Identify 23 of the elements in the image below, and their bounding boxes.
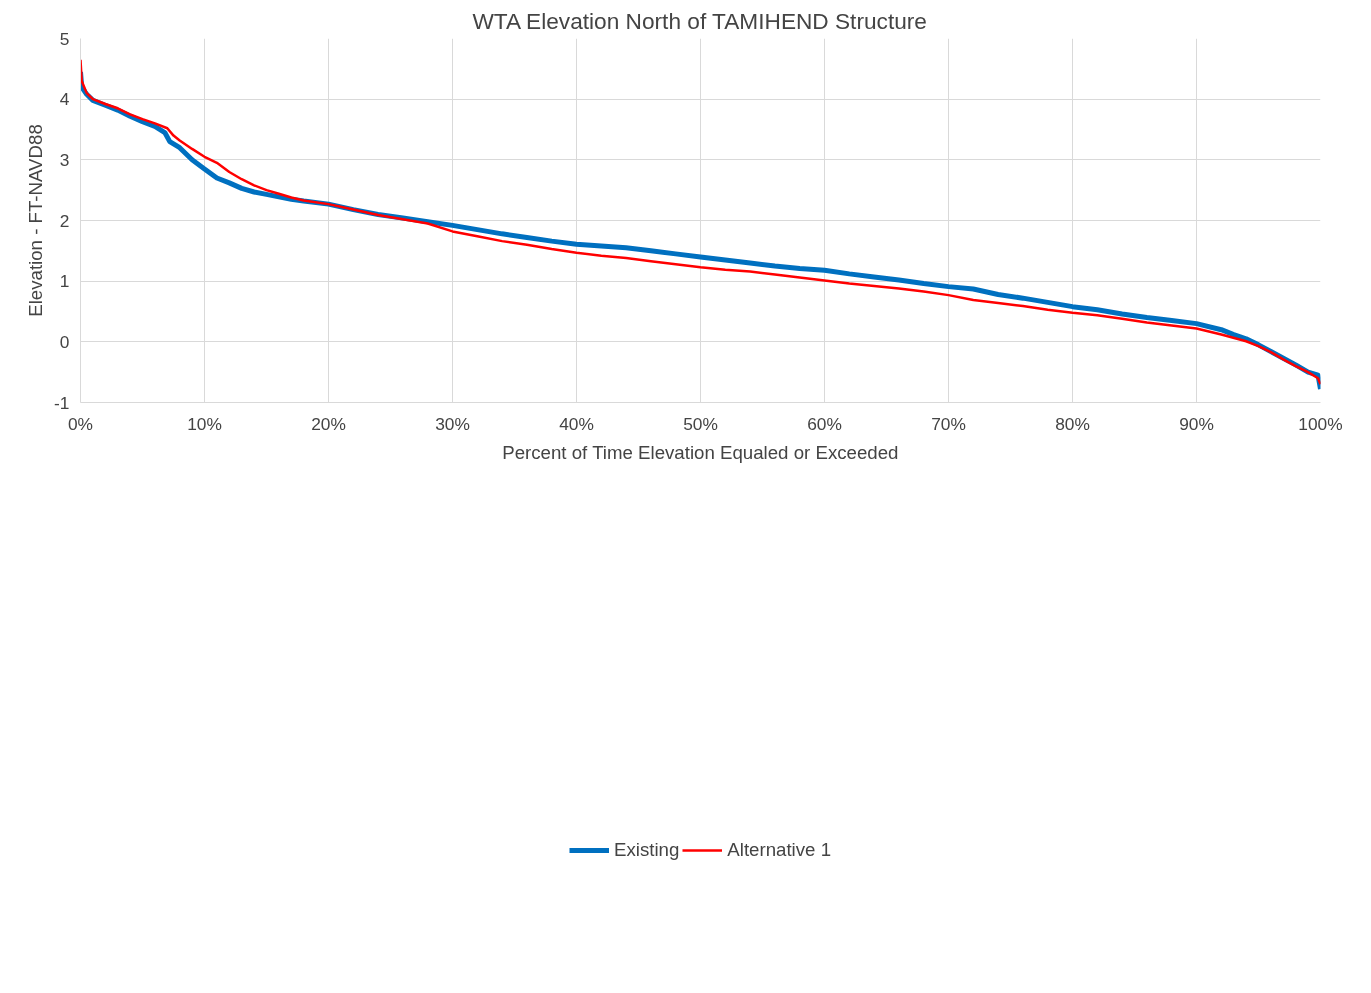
y-tick-label: 1 [59, 271, 70, 292]
legend-label: Alternative 1 [727, 838, 832, 861]
x-tick-label: 100% [1298, 413, 1343, 434]
y-tick-label: 2 [59, 210, 70, 231]
y-tick-label: 5 [59, 28, 70, 49]
chart-title: WTA Elevation North of TAMIHEND Structure [472, 7, 927, 34]
x-tick-label: 40% [559, 413, 594, 434]
y-tick-label: -1 [54, 392, 70, 413]
x-tick-label: 80% [1055, 413, 1090, 434]
y-axis-title: Elevation - FT-NAVD88 [25, 124, 47, 317]
x-tick-label: 20% [311, 413, 346, 434]
x-tick-label: 0% [67, 413, 94, 434]
x-tick-label: 30% [435, 413, 470, 434]
x-tick-label: 50% [683, 413, 718, 434]
y-tick-label: 3 [59, 149, 70, 170]
x-tick-label: 60% [807, 413, 842, 434]
y-tick-label: 4 [59, 89, 70, 110]
legend-label: Existing [613, 838, 680, 861]
x-axis-title: Percent of Time Elevation Equaled or Exceeded [502, 441, 899, 463]
x-tick-label: 10% [187, 413, 222, 434]
x-tick-label: 70% [931, 413, 966, 434]
y-tick-label: 0 [59, 331, 70, 352]
x-tick-label: 90% [1179, 413, 1214, 434]
